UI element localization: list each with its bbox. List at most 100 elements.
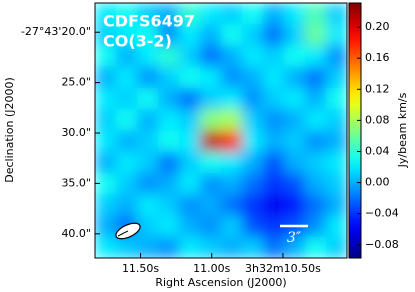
image-cell bbox=[179, 3, 201, 25]
x-axis-label: Right Ascension (J2000) bbox=[155, 276, 286, 289]
image-cell bbox=[305, 215, 327, 238]
image-cell bbox=[284, 24, 306, 46]
image-cell bbox=[137, 3, 159, 25]
y-tick-label: 35.0" bbox=[61, 176, 91, 189]
image-cell bbox=[137, 151, 159, 174]
image-cell bbox=[221, 173, 243, 195]
image-cell bbox=[179, 151, 201, 174]
image-cell bbox=[179, 109, 201, 131]
y-tick-label: 30.0" bbox=[61, 126, 91, 139]
y-tick-label: 40.0" bbox=[61, 227, 91, 240]
image-cell bbox=[200, 24, 222, 46]
colorbar-tick-label: 0.16 bbox=[365, 51, 390, 64]
image-cell bbox=[221, 151, 243, 174]
image-cell bbox=[284, 109, 306, 131]
image-cell bbox=[179, 236, 201, 258]
image-cell bbox=[326, 88, 347, 110]
image-cell bbox=[200, 45, 222, 68]
image-cell bbox=[305, 130, 327, 153]
image-cell bbox=[95, 173, 117, 195]
image-cell bbox=[242, 215, 264, 238]
image-cell bbox=[137, 88, 159, 110]
image-cell bbox=[284, 45, 306, 68]
image-cell bbox=[116, 151, 138, 174]
image-cell bbox=[263, 3, 285, 25]
image-cell bbox=[179, 88, 201, 110]
image-cell bbox=[137, 109, 159, 131]
image-cell bbox=[179, 173, 201, 195]
image-cell bbox=[116, 109, 138, 131]
image-cell bbox=[95, 130, 117, 153]
image-cell bbox=[326, 236, 347, 258]
image-cell bbox=[95, 3, 117, 25]
image-cell bbox=[242, 173, 264, 195]
y-axis-label: Declination (J2000) bbox=[3, 77, 16, 183]
image-cell bbox=[95, 151, 117, 174]
image-cell bbox=[305, 45, 327, 68]
image-cell bbox=[221, 194, 243, 216]
image-cell bbox=[326, 194, 347, 216]
colorbar-tick-label: 0.00 bbox=[365, 176, 390, 189]
image-cell bbox=[179, 130, 201, 153]
image-cell bbox=[137, 194, 159, 216]
image-cell bbox=[221, 45, 243, 68]
image-cell bbox=[95, 45, 117, 68]
image-cell bbox=[242, 130, 264, 153]
image-cell bbox=[284, 88, 306, 110]
image-cell bbox=[95, 194, 117, 216]
image-cell bbox=[158, 45, 180, 68]
image-cell bbox=[242, 45, 264, 68]
image-cell bbox=[200, 3, 222, 25]
image-cell bbox=[263, 88, 285, 110]
image-cell bbox=[158, 66, 180, 89]
image-cell bbox=[242, 236, 264, 258]
chart-subtitle: CO(3-2) bbox=[103, 32, 172, 51]
image-cells bbox=[95, 3, 347, 258]
image-cell bbox=[200, 151, 222, 174]
image-cell bbox=[200, 88, 222, 110]
image-cell bbox=[242, 194, 264, 216]
image-cell bbox=[116, 194, 138, 216]
image-cell bbox=[305, 236, 327, 258]
image-cell bbox=[200, 109, 222, 131]
image-cell bbox=[137, 24, 159, 46]
image-cell bbox=[326, 173, 347, 195]
image-cell bbox=[305, 194, 327, 216]
colorbar-tick-label: −0.04 bbox=[365, 207, 399, 220]
image-cell bbox=[158, 3, 180, 25]
image-cell bbox=[263, 45, 285, 68]
image-cell bbox=[221, 3, 243, 25]
image-cell bbox=[326, 109, 347, 131]
image-cell bbox=[263, 109, 285, 131]
y-tick-label: 25.0" bbox=[61, 76, 91, 89]
image-cell bbox=[263, 151, 285, 174]
image-cell bbox=[116, 3, 138, 25]
image-cell bbox=[221, 130, 243, 153]
image-cell bbox=[137, 130, 159, 153]
image-cell bbox=[179, 215, 201, 238]
beam bbox=[115, 222, 141, 240]
x-tick-label: 3h32m10.50s bbox=[245, 262, 321, 275]
image-cell bbox=[284, 173, 306, 195]
image-cell bbox=[158, 88, 180, 110]
image-cell bbox=[263, 66, 285, 89]
image-cell bbox=[326, 24, 347, 46]
image-cell bbox=[221, 109, 243, 131]
image-cell bbox=[200, 173, 222, 195]
image-cell bbox=[284, 3, 306, 25]
image-cell bbox=[158, 130, 180, 153]
scalebar-label: 3″ bbox=[287, 230, 302, 246]
image-cell bbox=[242, 24, 264, 46]
image-cell bbox=[326, 3, 347, 25]
image-cell bbox=[200, 236, 222, 258]
image-cell bbox=[305, 24, 327, 46]
beam-hatch bbox=[117, 230, 129, 237]
colorbar-tick-label: 0.12 bbox=[365, 82, 390, 95]
image-cell bbox=[158, 215, 180, 238]
image-cell bbox=[158, 173, 180, 195]
colorbar bbox=[348, 2, 362, 259]
colorbar-tick-label: −0.08 bbox=[365, 238, 399, 251]
image-cell bbox=[263, 236, 285, 258]
image-cell bbox=[116, 24, 138, 46]
